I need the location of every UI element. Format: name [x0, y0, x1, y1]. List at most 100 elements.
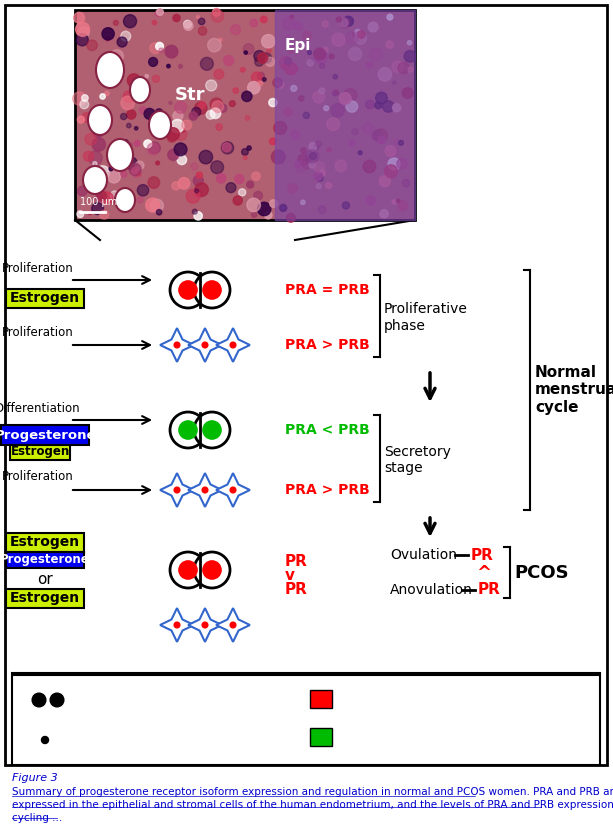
Polygon shape [160, 608, 194, 642]
Polygon shape [160, 473, 194, 507]
Circle shape [294, 22, 302, 31]
Circle shape [384, 165, 398, 178]
Circle shape [124, 15, 137, 28]
Circle shape [251, 213, 257, 218]
Circle shape [250, 19, 257, 26]
Text: PRA > PRB: PRA > PRB [285, 338, 370, 352]
Polygon shape [160, 328, 194, 362]
Circle shape [75, 22, 89, 36]
Circle shape [309, 162, 315, 168]
Circle shape [96, 165, 110, 179]
Circle shape [102, 28, 114, 40]
Circle shape [114, 144, 119, 149]
Text: Estrogen: Estrogen [10, 291, 80, 305]
Bar [310, 728, 332, 746]
Circle shape [196, 172, 202, 179]
Text: Stromal cells: Stromal cells [88, 733, 178, 747]
Circle shape [125, 157, 137, 170]
Circle shape [134, 141, 140, 146]
Circle shape [298, 154, 309, 165]
Circle shape [357, 31, 365, 38]
Circle shape [280, 56, 291, 69]
Circle shape [131, 91, 137, 98]
Circle shape [42, 737, 48, 743]
Circle shape [101, 192, 113, 204]
Text: PR: PR [471, 547, 494, 562]
Circle shape [344, 88, 357, 102]
Circle shape [277, 81, 284, 88]
Circle shape [170, 552, 206, 588]
Text: Estrogen: Estrogen [10, 446, 70, 458]
Circle shape [214, 69, 224, 79]
Circle shape [398, 201, 408, 210]
Circle shape [270, 200, 277, 208]
Circle shape [199, 26, 207, 35]
Circle shape [375, 102, 382, 109]
Circle shape [331, 103, 345, 117]
Circle shape [144, 108, 155, 119]
Circle shape [177, 155, 186, 165]
Circle shape [211, 160, 224, 174]
Circle shape [242, 91, 252, 102]
Circle shape [117, 37, 127, 47]
Circle shape [172, 182, 180, 190]
Circle shape [327, 148, 331, 152]
Circle shape [286, 35, 291, 39]
Circle shape [194, 412, 230, 448]
Circle shape [195, 183, 208, 196]
Circle shape [323, 47, 328, 52]
Circle shape [299, 96, 304, 101]
Bar [12, 675, 600, 765]
Circle shape [264, 211, 272, 219]
Circle shape [305, 150, 319, 163]
Text: Progesterone: Progesterone [0, 553, 90, 566]
Circle shape [109, 167, 113, 171]
Circle shape [137, 197, 143, 203]
Circle shape [153, 75, 159, 83]
Bar [6, 289, 84, 308]
Circle shape [88, 212, 92, 215]
Circle shape [152, 21, 156, 25]
Circle shape [126, 123, 131, 128]
Circle shape [310, 153, 316, 160]
Circle shape [352, 128, 358, 135]
Circle shape [376, 92, 387, 104]
Circle shape [243, 44, 254, 55]
Polygon shape [188, 608, 222, 642]
Circle shape [192, 209, 197, 214]
Circle shape [378, 68, 392, 81]
Circle shape [257, 53, 268, 63]
Text: PRA > PRB: PRA > PRB [285, 483, 370, 497]
Text: Normal
menstrual
cycle: Normal menstrual cycle [535, 365, 613, 415]
Circle shape [129, 164, 141, 175]
Circle shape [339, 18, 348, 27]
Text: PRA = PRB: PRA = PRB [285, 283, 370, 297]
Circle shape [191, 163, 198, 170]
Circle shape [238, 189, 246, 196]
Circle shape [257, 203, 271, 216]
Circle shape [368, 22, 378, 32]
Text: PR: PR [478, 582, 501, 597]
Circle shape [379, 175, 390, 187]
Text: Progesterone: Progesterone [0, 428, 96, 442]
Circle shape [346, 101, 357, 112]
Circle shape [265, 57, 275, 66]
Circle shape [326, 183, 332, 189]
Circle shape [314, 162, 324, 172]
Circle shape [358, 151, 362, 155]
Circle shape [375, 129, 387, 142]
Circle shape [247, 198, 261, 212]
Circle shape [349, 141, 354, 146]
Circle shape [397, 199, 400, 203]
Circle shape [402, 88, 413, 98]
Text: Proliferation: Proliferation [2, 326, 74, 338]
Circle shape [171, 119, 184, 132]
Circle shape [378, 136, 386, 144]
Circle shape [194, 212, 202, 220]
Circle shape [199, 18, 205, 25]
Circle shape [184, 21, 191, 28]
Circle shape [254, 50, 265, 61]
Text: Figure 3: Figure 3 [12, 773, 58, 783]
Ellipse shape [83, 166, 107, 194]
Circle shape [240, 68, 245, 72]
